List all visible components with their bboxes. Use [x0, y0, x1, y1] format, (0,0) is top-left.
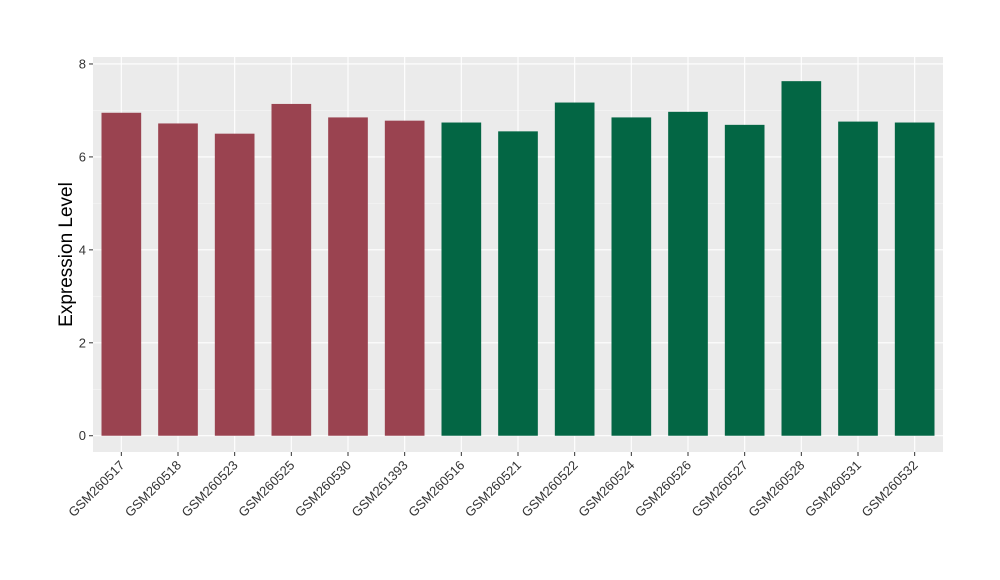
- x-tick-label: GSM260525: [235, 458, 297, 520]
- y-tick-label: 8: [79, 56, 86, 71]
- x-tick-label: GSM260526: [632, 458, 694, 520]
- bar-GSM260521: [498, 131, 538, 436]
- x-axis: GSM260517GSM260518GSM260523GSM260525GSM2…: [65, 452, 921, 520]
- x-tick-label: GSM260521: [462, 458, 524, 520]
- x-tick-label: GSM260532: [859, 458, 921, 520]
- bar-GSM260530: [328, 117, 368, 436]
- bar-GSM260518: [158, 123, 198, 436]
- x-tick-label: GSM260522: [519, 458, 581, 520]
- x-tick-label: GSM260530: [292, 458, 354, 520]
- x-tick-label: GSM261393: [349, 458, 411, 520]
- bar-GSM260524: [611, 117, 652, 436]
- y-axis-title: Expression Level: [56, 182, 77, 327]
- y-tick-label: 6: [79, 149, 86, 164]
- x-tick-label: GSM260518: [122, 458, 184, 520]
- y-tick-label: 2: [79, 335, 86, 350]
- x-tick-label: GSM260516: [405, 458, 467, 520]
- bar-GSM260522: [554, 102, 595, 436]
- bar-GSM260527: [724, 124, 765, 436]
- bar-GSM260531: [838, 121, 878, 436]
- x-tick-label: GSM260524: [575, 458, 637, 520]
- bar-GSM260532: [894, 122, 935, 436]
- x-tick-label: GSM260517: [65, 458, 127, 520]
- bar-GSM260517: [101, 112, 142, 436]
- x-tick-label: GSM260528: [745, 458, 807, 520]
- x-tick-label: GSM260527: [689, 458, 751, 520]
- bar-GSM260525: [271, 103, 312, 436]
- x-tick-label: GSM260531: [802, 458, 864, 520]
- bar-GSM260523: [214, 133, 255, 436]
- bar-GSM261393: [384, 120, 425, 436]
- bar-GSM260516: [441, 122, 482, 436]
- y-axis: 0 2 4 6 8: [79, 56, 93, 443]
- x-tick-label: GSM260523: [179, 458, 241, 520]
- bars: [101, 81, 935, 436]
- bar-GSM260526: [668, 111, 708, 436]
- y-tick-label: 4: [79, 242, 86, 257]
- y-tick-label: 0: [79, 428, 86, 443]
- bar-GSM260528: [781, 81, 822, 436]
